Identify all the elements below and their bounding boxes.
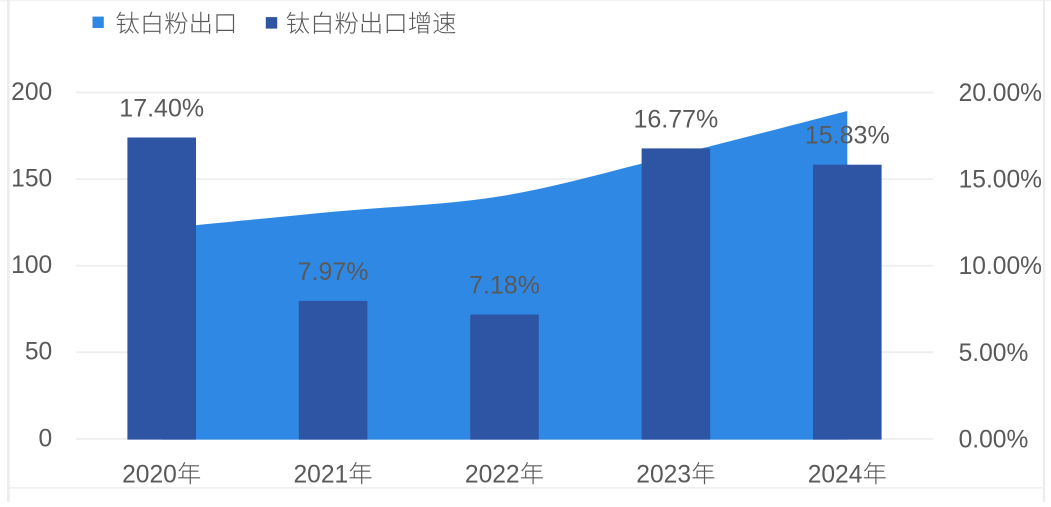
svg-text:200: 200 [11, 79, 52, 106]
svg-text:2023: 2023 [636, 462, 691, 489]
svg-text:16.77%: 16.77% [634, 105, 719, 133]
svg-text:15.83%: 15.83% [805, 122, 890, 150]
svg-text:17.40%: 17.40% [119, 95, 204, 123]
svg-text:5.00%: 5.00% [959, 340, 1029, 367]
svg-text:0.00%: 0.00% [959, 426, 1029, 453]
svg-text:2022: 2022 [465, 462, 520, 489]
svg-text:100: 100 [11, 252, 52, 279]
svg-text:2024: 2024 [808, 462, 863, 489]
svg-text:7.97%: 7.97% [298, 258, 369, 286]
svg-text:0: 0 [39, 425, 53, 452]
svg-text:150: 150 [11, 166, 52, 193]
svg-text:15.00%: 15.00% [959, 167, 1042, 194]
svg-text:2021: 2021 [294, 462, 349, 489]
svg-text:50: 50 [25, 339, 52, 366]
svg-text:2020: 2020 [122, 462, 177, 489]
svg-text:10.00%: 10.00% [959, 253, 1042, 280]
svg-text:20.00%: 20.00% [959, 80, 1042, 107]
svg-text:7.18%: 7.18% [469, 272, 540, 300]
